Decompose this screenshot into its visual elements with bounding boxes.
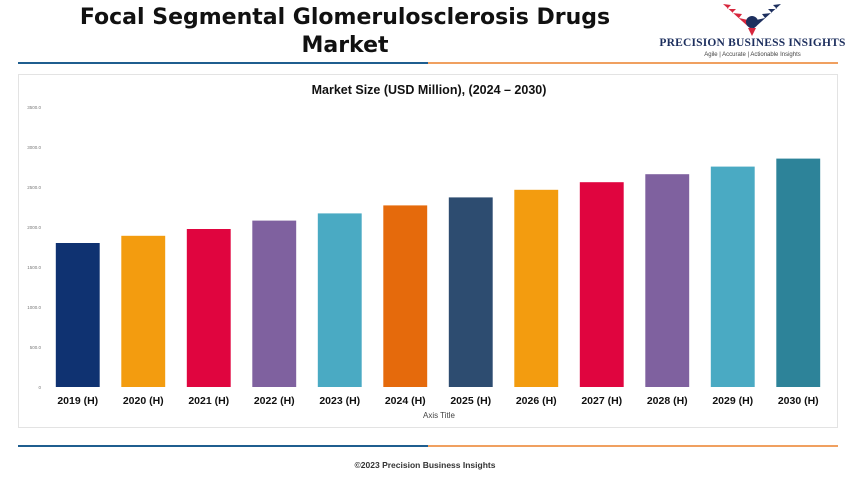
bar: [383, 205, 428, 387]
y-tick-label: 2000.0: [27, 225, 41, 230]
x-tick-label: 2023 (H): [319, 395, 360, 407]
x-tick-label: 2024 (H): [385, 395, 426, 407]
bar: [317, 213, 362, 387]
x-tick-label: 2026 (H): [516, 395, 557, 407]
logo-name: PRECISION BUSINESS INSIGHTS: [659, 37, 846, 49]
x-tick-label: 2020 (H): [123, 395, 164, 407]
bar: [579, 182, 624, 387]
y-tick-label: 500.0: [30, 345, 42, 350]
y-tick-label: 0: [38, 385, 41, 390]
x-tick-label: 2029 (H): [712, 395, 753, 407]
header-rule-blue: [18, 62, 428, 64]
bars: [55, 158, 821, 387]
x-tick-label: 2027 (H): [581, 395, 622, 407]
y-tick-label: 3500.0: [27, 105, 41, 110]
bar: [514, 189, 559, 387]
x-tick-label: 2022 (H): [254, 395, 295, 407]
x-axis-title: Axis Title: [423, 411, 456, 420]
logo-tagline: Agile | Accurate | Actionable Insights: [704, 52, 801, 58]
bar: [710, 166, 755, 387]
y-tick-label: 2500.0: [27, 185, 41, 190]
bar: [121, 235, 166, 387]
bar: [645, 174, 690, 387]
footer-rule-blue: [18, 445, 428, 447]
x-axis: 2019 (H) 2020 (H) 2021 (H) 2022 (H) 2023 (H)…: [57, 395, 818, 407]
footer-copyright: ©2023 Precision Business Insights: [354, 460, 496, 470]
x-tick-label: 2025 (H): [450, 395, 491, 407]
y-tick-label: 1000.0: [27, 305, 41, 310]
chart-frame: Market Size (USD Million), (2024 – 2030)…: [18, 74, 838, 428]
page-title: Focal Segmental Glomerulosclerosis Drugs…: [79, 5, 611, 58]
footer-rule-orange: [428, 445, 838, 447]
eagle-logo-icon: [723, 4, 781, 36]
header-rule-orange: [428, 62, 838, 64]
y-tick-label: 3000.0: [27, 145, 41, 150]
bar: [448, 197, 493, 387]
bar: [186, 229, 231, 387]
x-tick-label: 2028 (H): [647, 395, 688, 407]
x-tick-label: 2019 (H): [57, 395, 98, 407]
x-tick-label: 2021 (H): [188, 395, 229, 407]
bar: [776, 158, 821, 387]
company-logo: PRECISION BUSINESS INSIGHTS Agile | Accu…: [655, 0, 850, 62]
bar: [55, 243, 100, 387]
chart-title: Market Size (USD Million), (2024 – 2030): [312, 83, 547, 97]
y-axis: 0 500.0 1000.0 1500.0 2000.0 2500.0 3000.0 3500…: [27, 105, 41, 390]
x-tick-label: 2030 (H): [778, 395, 819, 407]
bar: [252, 220, 297, 387]
y-tick-label: 1500.0: [27, 265, 41, 270]
bar-chart: Market Size (USD Million), (2024 – 2030)…: [27, 83, 821, 420]
